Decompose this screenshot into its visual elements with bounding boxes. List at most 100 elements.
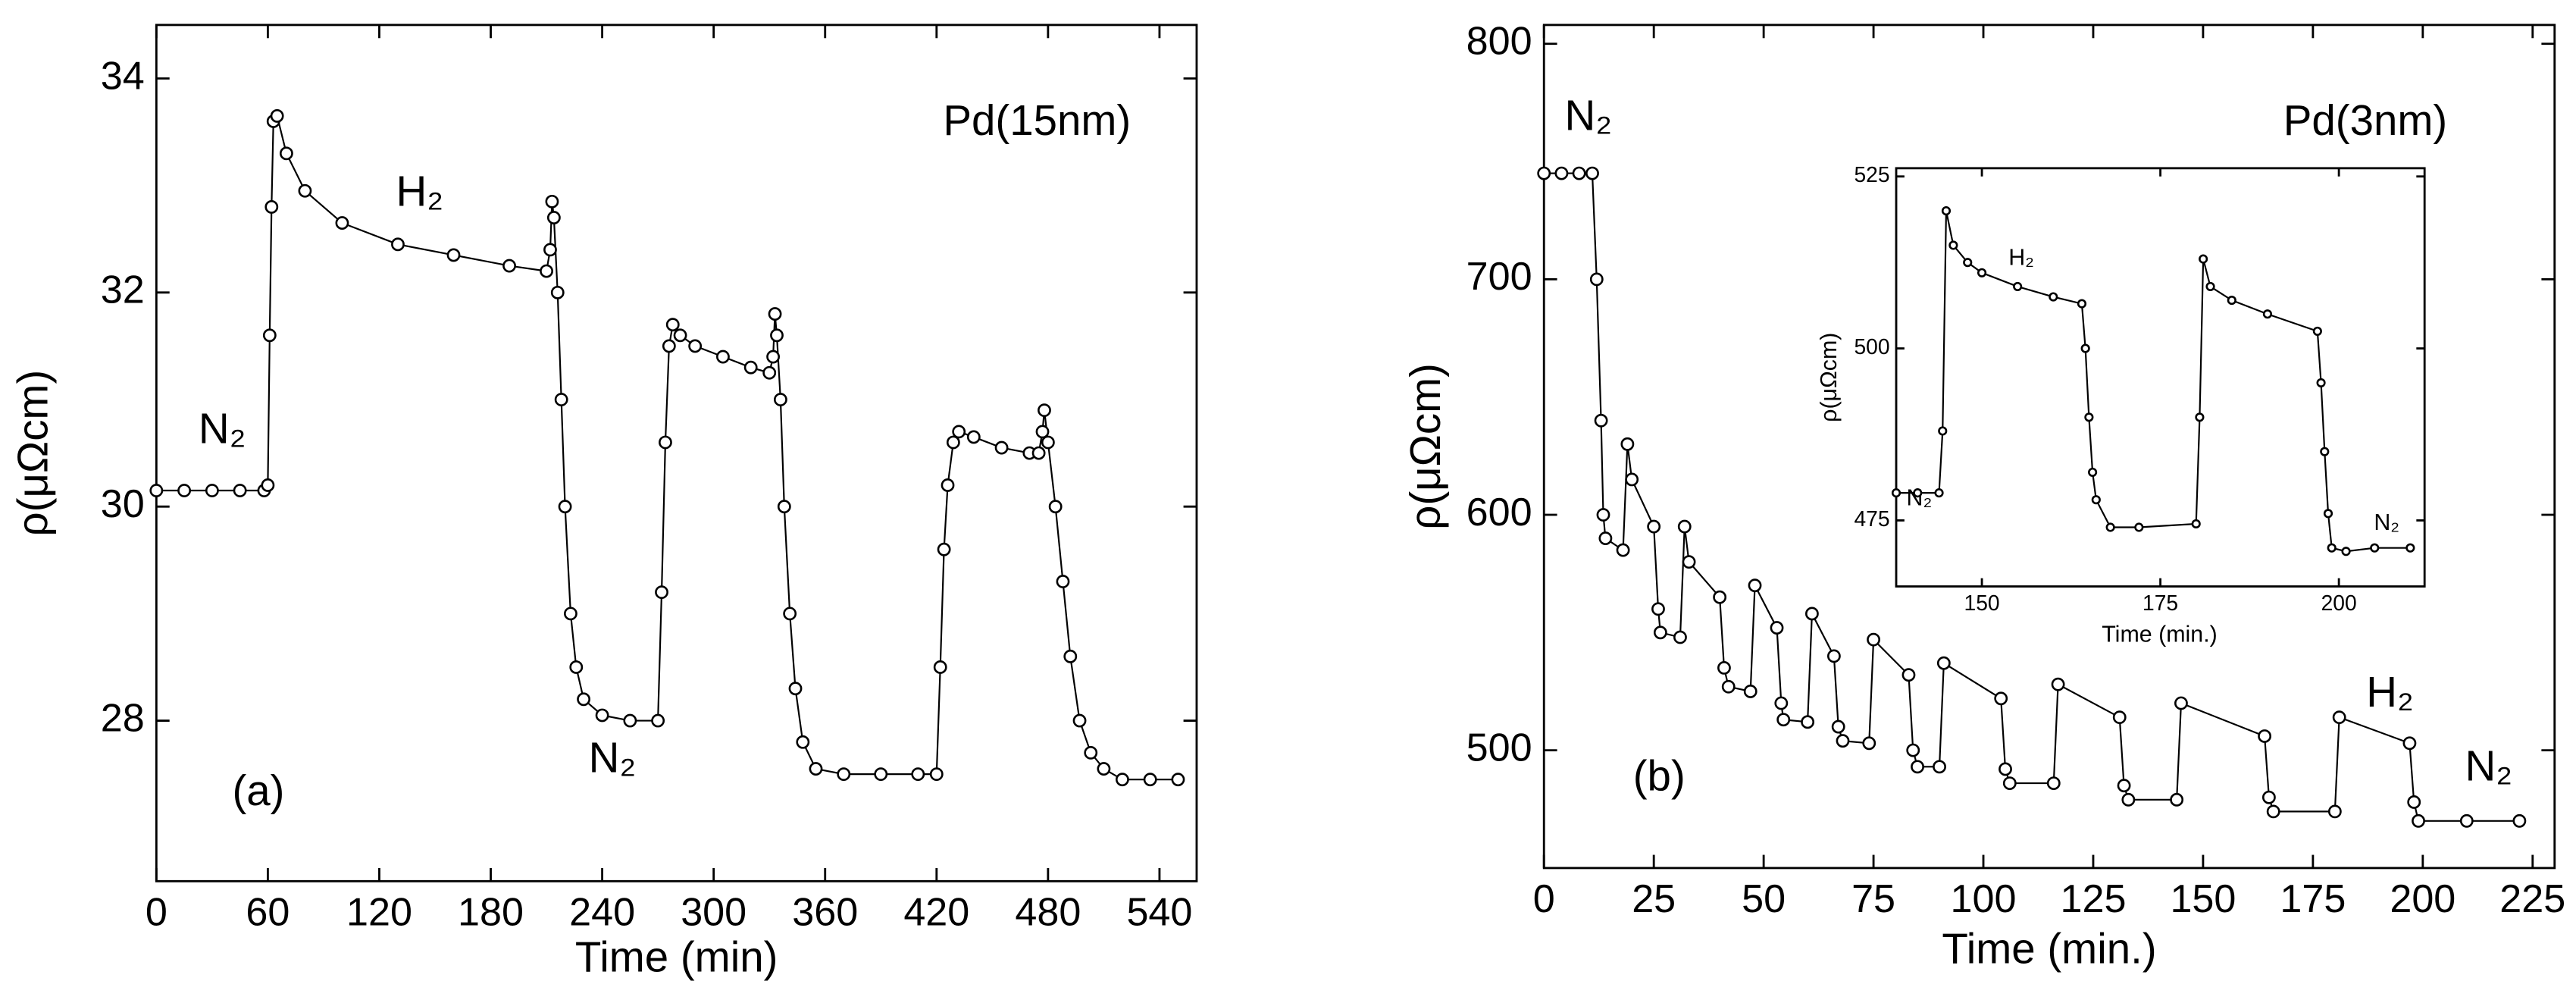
annotation: (b)	[1633, 752, 1686, 800]
data-point	[2046, 776, 2061, 790]
data-point	[545, 194, 559, 208]
data-point	[298, 183, 312, 198]
data-point	[1963, 258, 1973, 268]
data-point	[2407, 795, 2421, 809]
plot-frame	[155, 24, 1198, 882]
data-point	[1048, 500, 1063, 514]
data-point	[2013, 281, 2023, 292]
data-point	[1682, 555, 1696, 569]
data-point	[558, 500, 572, 514]
data-point	[2261, 790, 2276, 804]
data-point	[1063, 649, 1078, 663]
data-point	[1625, 472, 1639, 487]
data-point	[2121, 792, 2136, 807]
y-tick-label: 500	[1854, 334, 1889, 359]
data-point	[280, 146, 293, 161]
data-point	[809, 762, 823, 776]
data-point	[261, 478, 275, 492]
data-point	[623, 713, 637, 728]
data-point	[837, 767, 851, 782]
data-point	[569, 660, 584, 674]
data-point	[1717, 660, 1731, 675]
data-point	[2370, 543, 2380, 553]
data-point	[1647, 519, 1661, 534]
data-point	[2320, 447, 2330, 456]
annotation: N₂	[2374, 509, 2399, 535]
x-tick-label: 360	[792, 890, 858, 934]
data-point	[743, 360, 758, 375]
x-tick-label: 50	[1742, 877, 1786, 921]
x-tick-label: 175	[2142, 591, 2178, 615]
data-point	[205, 484, 219, 497]
x-tick-label: 120	[346, 890, 412, 934]
data-point	[502, 259, 516, 273]
data-point	[766, 350, 781, 364]
data-point	[2134, 522, 2144, 532]
data-point	[783, 607, 797, 621]
data-point	[1572, 166, 1586, 180]
y-tick-label: 500	[1466, 726, 1532, 770]
annotation: N₂	[199, 404, 246, 452]
x-tick-label: 0	[1533, 877, 1555, 921]
data-point	[546, 211, 561, 224]
x-tick-label: 100	[1951, 877, 2017, 921]
data-point	[2170, 792, 2184, 807]
data-point	[233, 484, 247, 497]
data-point	[774, 393, 787, 406]
y-tick-label: 800	[1466, 20, 1532, 64]
x-axis-label: Time (min.)	[2102, 622, 2218, 647]
data-point	[1936, 656, 1951, 670]
data-point	[2205, 281, 2215, 292]
data-point	[2088, 467, 2098, 477]
data-point	[716, 350, 730, 364]
y-tick-label: 30	[101, 482, 145, 526]
annotation: Pd(3nm)	[2283, 96, 2447, 144]
data-point	[1031, 446, 1046, 460]
data-point	[1596, 508, 1610, 522]
data-point	[1651, 602, 1665, 616]
data-point	[1836, 734, 1850, 748]
data-point	[659, 435, 672, 450]
data-point	[796, 735, 810, 749]
data-point	[270, 109, 284, 123]
y-tick-label: 34	[101, 54, 145, 98]
data-point	[1097, 762, 1111, 776]
data-point	[1941, 206, 1952, 216]
data-point	[1677, 519, 1692, 534]
data-point	[1867, 632, 1880, 647]
data-point	[1116, 773, 1129, 787]
data-point	[1994, 691, 2008, 706]
data-point	[1673, 630, 1687, 644]
data-point	[2117, 779, 2131, 793]
data-point	[1143, 773, 1157, 787]
data-point	[1805, 607, 1819, 621]
data-point	[651, 713, 665, 728]
data-point	[994, 440, 1009, 455]
data-point	[1774, 696, 1789, 710]
inset-background	[1896, 168, 2425, 587]
data-point	[946, 435, 960, 450]
y-tick-label: 32	[101, 268, 145, 312]
data-point	[762, 365, 777, 380]
x-tick-label: 25	[1632, 877, 1676, 921]
y-tick-label: 475	[1854, 506, 1889, 531]
data-point	[2459, 813, 2474, 828]
data-point	[688, 339, 703, 353]
data-point	[2412, 813, 2425, 828]
data-point	[941, 478, 955, 492]
x-tick-label: 200	[2390, 877, 2455, 921]
data-point	[2105, 522, 2115, 532]
data-point	[2112, 710, 2127, 725]
data-point	[2312, 326, 2322, 336]
data-point	[540, 264, 553, 278]
data-point	[595, 708, 609, 723]
data-point	[1589, 272, 1604, 287]
x-tick-label: 240	[569, 890, 635, 934]
data-point	[2405, 543, 2415, 553]
data-point	[543, 243, 557, 257]
data-point	[554, 393, 568, 406]
x-axis-label: Time (min)	[575, 933, 778, 980]
data-point	[788, 682, 803, 696]
data-point	[1776, 713, 1791, 727]
y-axis-label: ρ(μΩcm)	[1401, 363, 1449, 530]
